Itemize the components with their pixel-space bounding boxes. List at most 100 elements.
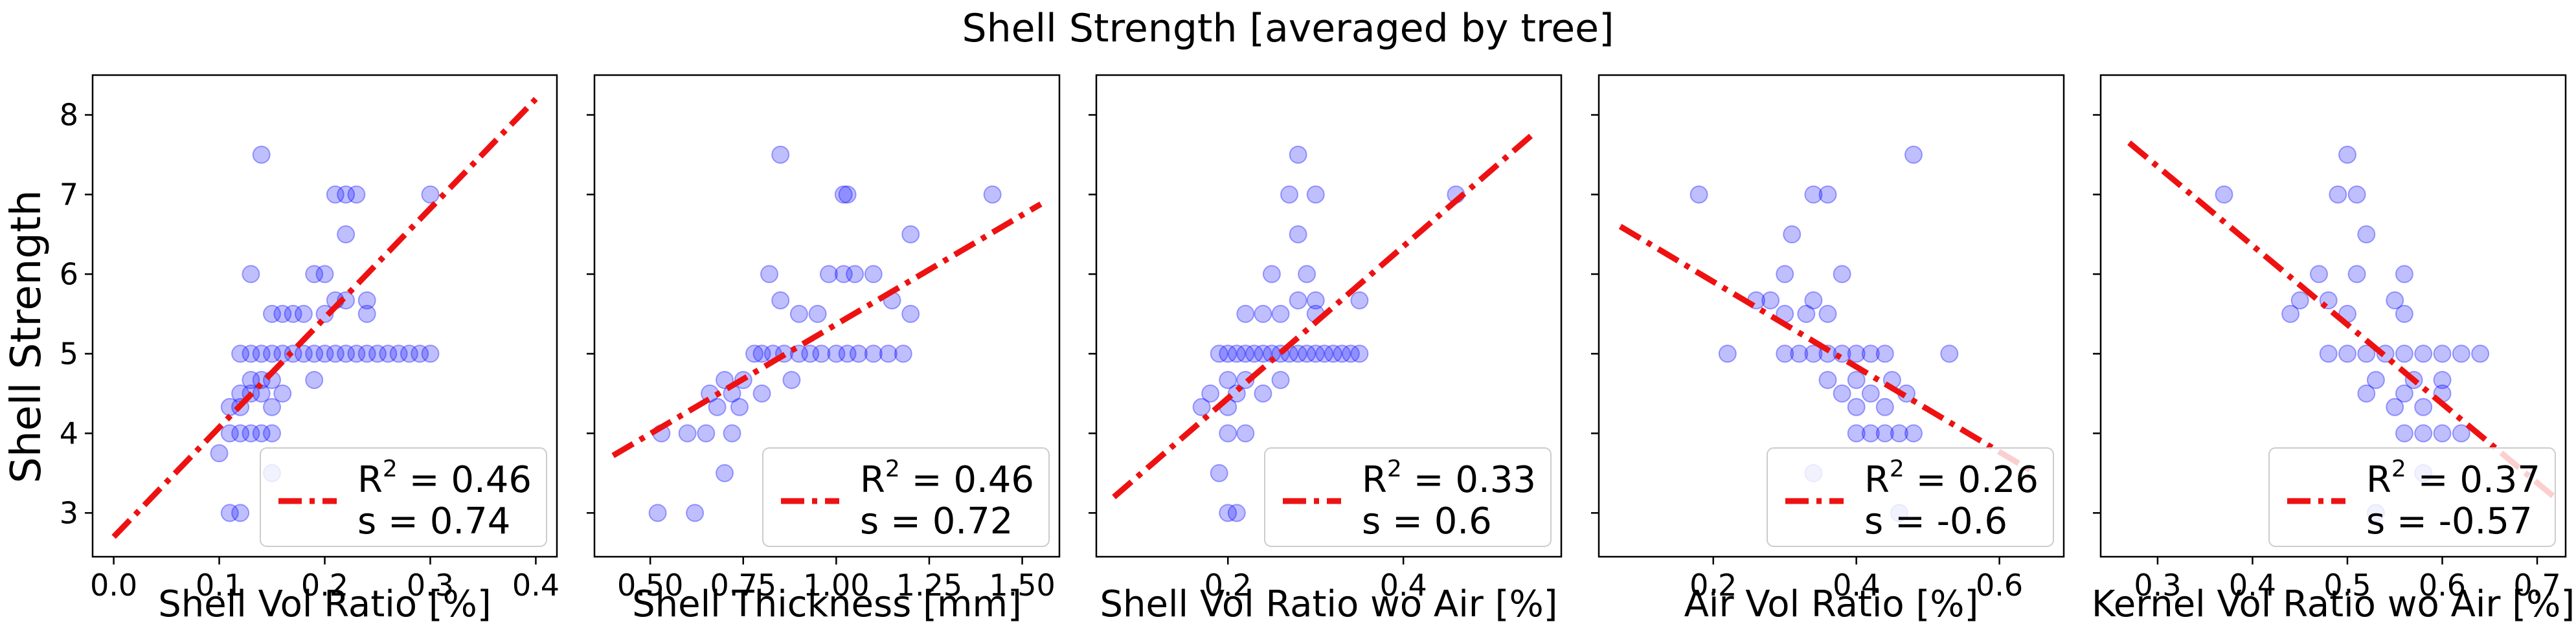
data-point [1289,344,1307,363]
legend-slope-label: s = 0.72 [860,500,1013,542]
data-point [2347,265,2366,284]
data-point [1254,304,1272,323]
data-point [745,344,763,363]
data-point [389,344,408,363]
data-point [771,291,790,309]
x-tick-label: 0.3 [2134,568,2181,603]
data-point [220,424,239,443]
y-tick-label: 4 [60,416,78,451]
data-point [1718,344,1737,363]
data-point [1350,344,1369,363]
data-point [2452,424,2470,443]
regression-line [111,96,538,539]
legend-slope-label: s = -0.6 [1864,500,2007,542]
y-tick-label: 6 [60,256,78,291]
data-point [273,304,292,323]
x-tick-label: 0.50 [617,568,683,603]
data-point [1861,344,1880,363]
axes-frame [1598,74,2065,558]
scatter-points [648,146,1002,522]
legend-r2-label: R2 = 0.26 [1864,456,2039,501]
data-point [2433,371,2452,389]
legend-slope-label: s = 0.74 [357,500,510,542]
data-point [1904,424,1923,443]
data-point [1861,424,1880,443]
data-point [849,344,868,363]
data-point [1333,344,1351,363]
data-point [1236,304,1255,323]
data-point [2395,424,2413,443]
data-point [252,146,271,164]
data-point [326,185,345,204]
data-point [2347,185,2366,204]
y-axis-label: Shell Strength [3,190,51,483]
data-point [1818,371,1837,389]
data-point [789,304,808,323]
legend-slope-label: s = -0.57 [2366,500,2533,542]
data-point [1219,424,1237,443]
data-point [326,344,345,363]
data-point [1790,344,1809,363]
data-point [294,304,313,323]
data-point [305,344,324,363]
data-point [1298,265,1316,284]
data-point [1227,344,1246,363]
data-point [252,344,271,363]
legend-r2-label: R2 = 0.37 [2366,456,2540,501]
data-point [1219,504,1237,522]
scatter-points [2215,146,2490,522]
x-axis-label: Kernel Vol Ratio wo Air [%] [2092,583,2575,625]
data-point [2357,384,2376,403]
figure-title: Shell Strength [averaged by tree] [962,6,1614,51]
legend-box [1264,447,1552,547]
data-point [1210,344,1228,363]
x-tick-label: 0.4 [2229,568,2276,603]
x-axis-label: Air Vol Ratio [%] [1684,583,1979,625]
data-point [1783,225,1802,243]
data-point [1298,344,1316,363]
legend-r2-label: R2 = 0.46 [357,456,532,501]
data-point [2338,344,2356,363]
data-point [1847,344,1866,363]
regression-line [2127,140,2559,501]
data-point [827,344,846,363]
data-point [357,304,376,323]
data-point [771,146,790,164]
data-point [1306,344,1325,363]
regression-line [1618,223,2037,476]
data-point [1804,344,1823,363]
x-tick-label: 0.2 [1689,568,1737,603]
data-point [263,304,281,323]
x-tick-label: 0.5 [2323,568,2371,603]
data-point [210,444,229,463]
data-point [812,344,831,363]
data-point [220,504,239,522]
data-point [1776,265,1794,284]
data-point [2357,344,2376,363]
data-point [648,504,667,522]
data-point [716,464,734,482]
data-point [305,265,324,284]
data-point [752,344,771,363]
data-point [1254,344,1272,363]
data-point [1289,225,1307,243]
data-point [1192,397,1211,416]
data-point [242,424,260,443]
data-point [894,344,912,363]
data-point [1847,424,1866,443]
data-point [983,185,1002,204]
data-point [2281,304,2300,323]
data-point [1890,424,1908,443]
data-point [1847,397,1866,416]
data-point [1350,291,1369,309]
x-tick-label: 1.25 [896,568,962,603]
data-point [337,344,356,363]
data-point [1219,371,1237,389]
x-tick-label: 0.4 [1833,568,1880,603]
x-axis-label: Shell Thickness [mm] [632,583,1022,625]
data-point [834,265,853,284]
x-tick-label: 0.6 [2419,568,2466,603]
